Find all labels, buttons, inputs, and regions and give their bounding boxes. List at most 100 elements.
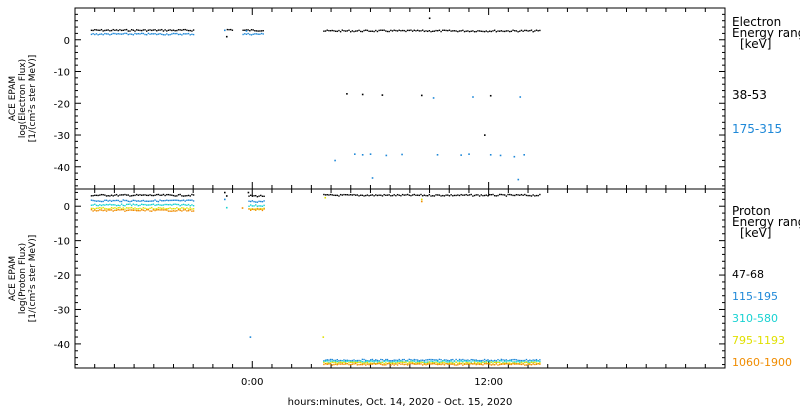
data-point — [105, 199, 108, 201]
data-point — [520, 359, 523, 362]
data-point — [376, 362, 379, 365]
data-point — [433, 195, 436, 197]
data-point — [147, 29, 150, 31]
data-point — [378, 362, 380, 365]
data-point — [258, 195, 260, 197]
data-point — [366, 361, 369, 364]
data-point — [164, 34, 166, 36]
data-point — [514, 358, 516, 361]
data-point — [130, 29, 133, 31]
data-point — [189, 34, 191, 36]
data-point — [169, 33, 171, 36]
data-point — [371, 362, 374, 365]
data-point — [249, 30, 251, 32]
data-point — [507, 360, 509, 362]
data-point — [351, 194, 354, 196]
data-point — [256, 196, 259, 198]
data-point — [182, 195, 185, 197]
data-point — [425, 194, 427, 197]
series-310-580 — [90, 203, 541, 364]
data-point — [354, 30, 357, 32]
data-point — [181, 210, 183, 212]
data-point — [406, 29, 409, 32]
data-point — [376, 30, 379, 33]
data-point — [253, 208, 255, 210]
data-point — [343, 30, 345, 32]
data-point — [344, 363, 347, 365]
data-point — [329, 358, 332, 361]
data-point — [515, 361, 518, 363]
data-point — [385, 362, 387, 364]
data-point — [393, 362, 395, 364]
data-point — [514, 194, 516, 197]
data-point — [519, 361, 521, 363]
data-point — [171, 199, 173, 202]
data-point — [425, 363, 427, 366]
data-point — [258, 205, 260, 207]
data-point — [483, 134, 486, 136]
data-point — [475, 30, 477, 33]
data-point — [161, 204, 163, 206]
data-point — [505, 30, 508, 32]
data-point — [122, 29, 124, 32]
data-point — [452, 361, 454, 364]
data-point — [395, 361, 397, 363]
data-point — [341, 360, 343, 362]
data-point — [510, 360, 513, 362]
data-point — [366, 363, 369, 365]
data-point — [120, 33, 123, 35]
data-point — [256, 201, 259, 203]
data-point — [524, 361, 526, 364]
data-point — [354, 360, 357, 362]
data-point — [381, 195, 384, 197]
data-point — [117, 207, 119, 209]
data-point — [125, 32, 128, 35]
data-point — [353, 363, 355, 365]
data-point — [331, 360, 333, 363]
data-point — [520, 361, 523, 364]
data-point — [100, 200, 103, 203]
data-point — [114, 209, 116, 212]
data-point — [473, 363, 476, 365]
data-point — [179, 33, 181, 35]
data-point — [502, 362, 504, 364]
data-point — [365, 364, 367, 366]
y-tick-label: -30 — [54, 305, 70, 316]
data-point — [403, 358, 405, 361]
data-point — [478, 363, 481, 366]
data-point — [176, 29, 178, 32]
data-point — [448, 361, 451, 363]
data-point — [107, 208, 109, 210]
data-point — [323, 360, 325, 363]
data-point — [361, 30, 364, 33]
data-point — [480, 363, 482, 366]
data-point — [134, 32, 136, 35]
data-point — [356, 361, 359, 363]
data-point — [184, 200, 186, 202]
data-point — [535, 363, 538, 366]
data-point — [445, 194, 447, 196]
data-point — [445, 363, 447, 365]
data-point — [488, 30, 491, 32]
data-point — [522, 363, 524, 365]
data-point — [398, 360, 400, 362]
data-point — [244, 29, 246, 31]
data-point — [119, 33, 121, 35]
data-point — [134, 209, 136, 211]
data-point — [135, 203, 138, 206]
data-point — [488, 360, 491, 362]
data-point — [391, 359, 394, 362]
data-point — [341, 194, 343, 196]
data-point — [167, 204, 170, 206]
data-point — [228, 28, 230, 31]
data-point — [415, 194, 417, 196]
data-point — [356, 194, 359, 196]
data-point — [169, 199, 171, 202]
data-point — [421, 359, 424, 361]
data-point — [408, 29, 410, 32]
data-point — [405, 361, 407, 363]
data-point — [361, 358, 364, 361]
data-point — [410, 362, 412, 365]
data-point — [172, 203, 175, 206]
y-tick-label: -20 — [54, 271, 70, 282]
